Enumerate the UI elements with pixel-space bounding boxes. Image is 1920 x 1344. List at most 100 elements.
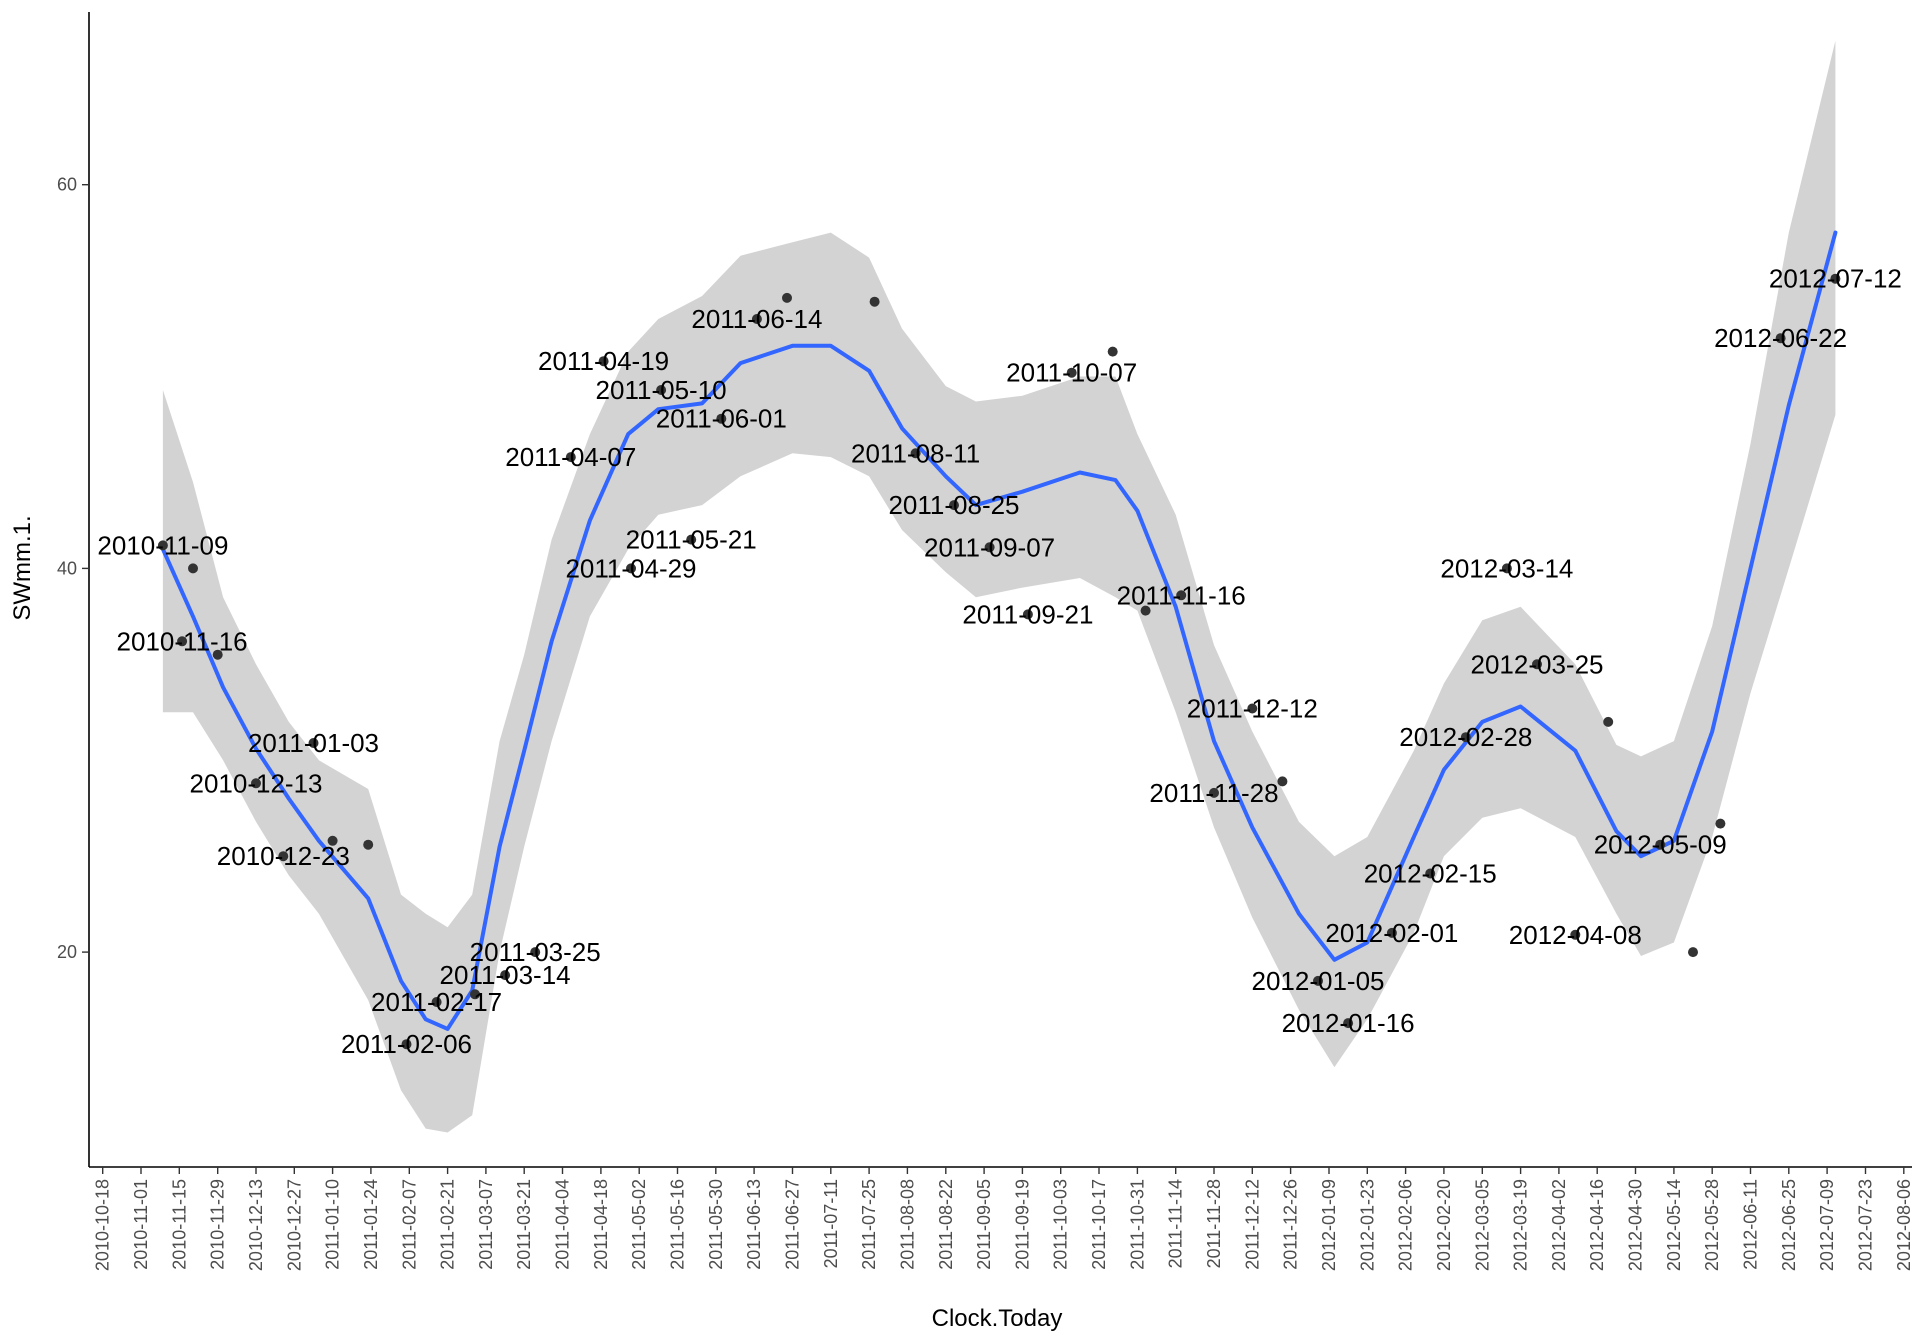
x-tick-label: 2012-08-06 [1894,1179,1914,1271]
point-label: 2011-11-28 [1149,778,1278,808]
y-tick-label: 20 [57,942,77,962]
data-point [1176,590,1187,601]
data-point [686,534,697,545]
data-point [1066,367,1077,378]
point-label: 2011-04-29 [565,553,696,583]
x-tick-label: 2011-08-08 [897,1179,917,1270]
x-tick-label: 2012-02-20 [1434,1179,1454,1271]
x-tick-label: 2011-05-02 [629,1179,649,1270]
data-point [157,540,168,551]
x-tick-label: 2011-09-19 [1012,1179,1032,1270]
point-label: 2012-06-22 [1714,323,1847,353]
point-label: 2012-05-09 [1594,830,1727,860]
data-point [626,563,636,574]
x-tick-label: 2011-12-26 [1281,1179,1301,1270]
x-tick-label: 2011-02-07 [399,1179,419,1270]
x-tick-label: 2011-11-28 [1204,1179,1224,1268]
data-point [327,835,338,846]
point-label: 2010-12-13 [190,768,323,798]
data-point [1603,716,1614,727]
x-tick-label: 2011-01-10 [323,1179,343,1270]
confidence-ribbon [162,40,1836,1133]
x-tick-label: 2012-04-02 [1549,1179,1569,1271]
point-labels-layer: 2010-11-09 2010-11-16 2010-12-13 2010-12-23… [97,264,1902,1059]
point-label: 2011-04-19 [538,346,669,376]
x-tick-label: 2010-12-27 [284,1179,304,1271]
point-label: 2011-05-10 [596,375,727,405]
data-point [1107,346,1118,357]
data-point [212,649,223,660]
x-tick-label: 2011-03-07 [476,1179,496,1270]
x-tick-label: 2012-05-14 [1664,1179,1684,1271]
data-point [251,778,261,789]
x-tick-label: 2011-04-18 [591,1179,611,1270]
point-label: 2012-03-14 [1440,553,1573,583]
data-point [1313,975,1323,986]
x-tick-label: 2011-05-16 [668,1179,688,1270]
point-label: 2011-06-14 [691,304,822,334]
data-point [278,851,289,862]
point-label: 2011-05-21 [626,525,757,555]
x-tick-label: 2012-02-06 [1396,1179,1416,1271]
point-label: 2011-10-07 [1006,358,1137,388]
data-point [1343,1018,1354,1029]
x-tick-label: 2011-11-14 [1166,1179,1186,1268]
axes-layer [88,12,1912,1168]
x-tick-label: 2010-11-01 [131,1179,151,1270]
data-point [1386,927,1397,938]
data-point [598,356,609,367]
x-tick-label: 2011-01-24 [361,1179,381,1270]
x-tick-label: 2011-06-27 [783,1179,803,1270]
smooth-line [160,230,1838,1031]
point-label: 2012-01-05 [1252,966,1385,996]
x-tick-label: 2012-06-25 [1779,1179,1799,1271]
x-tick-label: 2012-01-23 [1357,1179,1377,1271]
point-label: 2010-11-09 [97,530,228,560]
data-point [308,738,319,748]
data-point [869,296,880,307]
data-point [401,1039,412,1050]
confidence-ribbon-layer [162,40,1836,1133]
x-tick-label: 2011-10-17 [1089,1179,1109,1270]
data-point [1247,703,1258,714]
x-tick-label: 2011-10-03 [1051,1179,1071,1270]
point-label: 2011-06-01 [656,404,787,434]
point-label: 2011-08-25 [888,490,1019,520]
x-tick-label: 2012-01-09 [1319,1179,1339,1271]
smooth-line-layer [160,230,1838,1031]
data-point [1570,929,1581,940]
data-point [1209,787,1219,798]
data-point [1655,839,1666,850]
x-axis-title: Clock.Today [932,1305,1063,1332]
x-tick-label: 2011-12-12 [1242,1179,1262,1270]
x-tick-label: 2011-05-30 [706,1179,726,1270]
data-point [1715,818,1726,829]
x-tick-label: 2012-07-23 [1856,1179,1876,1271]
x-tick-label: 2012-07-09 [1817,1179,1837,1271]
x-ticks-layer: 2010-10-18 2010-11-01 2010-11-15 2010-11-29… [93,1167,1914,1271]
data-point [984,542,995,553]
point-label: 2011-12-12 [1187,694,1318,724]
data-point [1140,605,1151,616]
data-point [500,970,511,981]
x-tick-label: 2010-10-18 [93,1179,113,1271]
x-tick-label: 2010-12-13 [246,1179,266,1271]
data-point [177,636,188,647]
x-tick-label: 2010-11-15 [169,1179,189,1270]
point-label: 2011-01-03 [248,728,379,758]
data-point [1775,333,1786,344]
y-ticks-layer: 20 40 60 [57,175,89,962]
data-point [1532,659,1542,670]
x-tick-label: 2011-09-05 [974,1179,994,1270]
point-label: 2011-02-17 [371,987,502,1017]
point-label: 2011-08-11 [851,438,980,468]
data-point [751,314,762,324]
x-tick-label: 2011-02-21 [438,1179,458,1270]
point-label: 2011-02-06 [341,1029,472,1059]
x-tick-label: 2011-10-31 [1127,1179,1147,1270]
x-tick-label: 2012-04-30 [1626,1179,1646,1271]
x-tick-label: 2012-03-05 [1472,1179,1492,1271]
point-label: 2012-03-25 [1471,649,1604,679]
